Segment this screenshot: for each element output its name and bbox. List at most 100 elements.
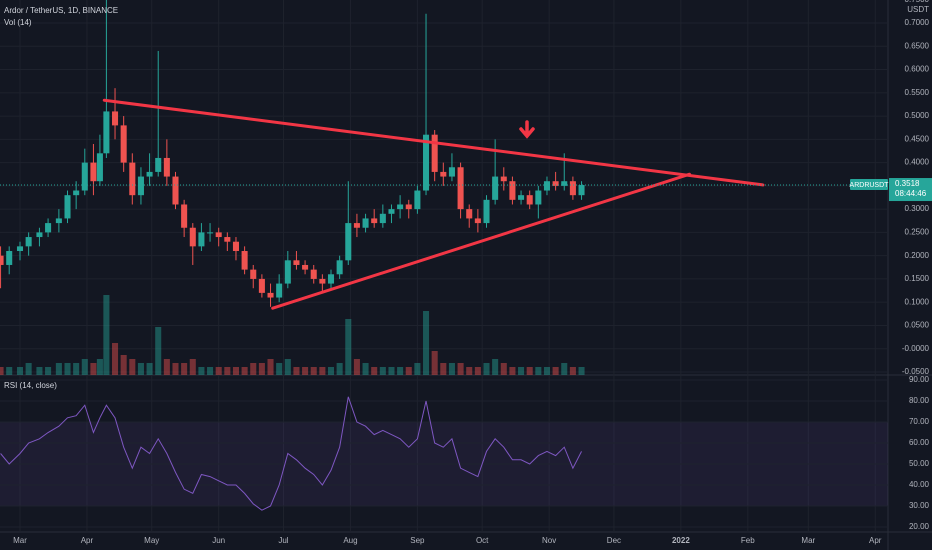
volume-bar xyxy=(405,367,412,375)
candle-body xyxy=(137,176,144,196)
volume-bar xyxy=(353,359,360,375)
candle-body xyxy=(492,176,499,200)
x-tick-label: Apr xyxy=(81,536,94,545)
candle-body xyxy=(250,269,257,279)
y-tick-label: 0.4500 xyxy=(905,134,930,143)
y-tick-label: 30.00 xyxy=(909,501,930,510)
y-tick-label: 90.00 xyxy=(909,375,930,384)
volume-bar xyxy=(483,363,490,375)
candle-body xyxy=(388,209,395,214)
volume-bar xyxy=(431,351,438,375)
candle-body xyxy=(431,134,438,172)
volume-bar xyxy=(172,363,179,375)
chart-title: Ardor / TetherUS, 1D, BINANCE xyxy=(4,6,118,15)
volume-bar xyxy=(414,363,421,375)
volume-bar xyxy=(319,367,326,375)
candle-body xyxy=(16,246,24,252)
x-tick-label: Nov xyxy=(542,536,556,545)
candle-body xyxy=(362,218,369,228)
candle-body xyxy=(276,283,283,298)
volume-bar xyxy=(276,363,283,375)
candle-body xyxy=(6,251,13,265)
candle-body xyxy=(224,237,231,242)
volume-bar xyxy=(518,367,525,375)
volume-bar xyxy=(25,363,32,375)
volume-bar xyxy=(284,359,291,375)
trendline xyxy=(102,98,765,187)
volume-bar xyxy=(310,367,317,375)
volume-bar xyxy=(250,363,257,375)
volume-bar xyxy=(137,363,144,375)
candle-body xyxy=(103,111,110,154)
candle-body xyxy=(267,292,274,298)
candle-body xyxy=(112,111,119,126)
volume-bar xyxy=(181,363,188,375)
volume-bar xyxy=(561,363,568,375)
candle-body xyxy=(96,153,103,182)
candle-body xyxy=(310,269,317,279)
y-tick-label: 0.6000 xyxy=(905,65,930,74)
volume-bar xyxy=(578,367,585,375)
x-tick-label: May xyxy=(144,536,159,545)
volume-bar xyxy=(552,367,559,375)
candle-body xyxy=(293,260,300,265)
trendline xyxy=(271,172,692,310)
candle-body xyxy=(120,125,127,163)
candle-body xyxy=(414,190,421,210)
candle-body xyxy=(163,157,170,177)
candle-body xyxy=(543,181,551,191)
candle-body xyxy=(569,181,576,196)
x-tick-label: Jun xyxy=(212,536,225,545)
x-tick-label: Mar xyxy=(801,536,815,545)
candle-body xyxy=(371,218,378,224)
x-tick-label: Apr xyxy=(869,536,882,545)
rsi-line xyxy=(0,396,582,511)
volume-bar xyxy=(569,367,576,375)
candle-body xyxy=(207,232,214,234)
candle-body xyxy=(232,241,239,252)
candle-body xyxy=(64,195,71,219)
volume-bar xyxy=(189,359,196,375)
candle-body xyxy=(284,260,291,284)
countdown: 08:44:46 xyxy=(895,189,927,198)
candle-body xyxy=(146,171,153,177)
x-tick-label: Aug xyxy=(343,536,357,545)
y-tick-label: 0.7000 xyxy=(905,18,930,27)
volume-bar xyxy=(96,359,103,375)
volume-bar xyxy=(258,363,265,375)
candle-body xyxy=(73,190,80,196)
volume-bar xyxy=(112,343,119,375)
volume-bar xyxy=(336,363,343,375)
arrow xyxy=(519,120,535,139)
volume-bar xyxy=(163,359,170,375)
candle-body xyxy=(448,167,455,177)
volume-bar xyxy=(55,363,62,375)
volume-bar xyxy=(155,327,162,375)
candle-body xyxy=(258,278,265,293)
currency: USDT xyxy=(907,5,929,14)
volume-bar xyxy=(440,363,447,375)
y-tick-label: 80.00 xyxy=(909,396,930,405)
volume-bar xyxy=(198,367,205,375)
volume-bar xyxy=(90,363,97,375)
candle-body xyxy=(353,223,360,228)
rsi-title: RSI (14, close) xyxy=(4,381,57,390)
y-tick-label: 0.1500 xyxy=(905,274,930,283)
volume-bar xyxy=(16,367,24,375)
candle-body xyxy=(423,134,430,191)
y-tick-label: 0.5500 xyxy=(905,88,930,97)
symbol-tag xyxy=(850,179,888,191)
y-tick-label: 0.4000 xyxy=(905,158,930,167)
candle-body xyxy=(578,185,585,196)
volume-bar xyxy=(207,367,214,375)
volume-bar xyxy=(81,359,88,375)
candle-body xyxy=(345,223,352,261)
y-tick-label: 0.7500 xyxy=(905,0,930,4)
volume-bar xyxy=(327,367,335,375)
volume-bar xyxy=(492,359,499,375)
y-tick-label: 0.6500 xyxy=(905,41,930,50)
candle-body xyxy=(172,176,179,205)
